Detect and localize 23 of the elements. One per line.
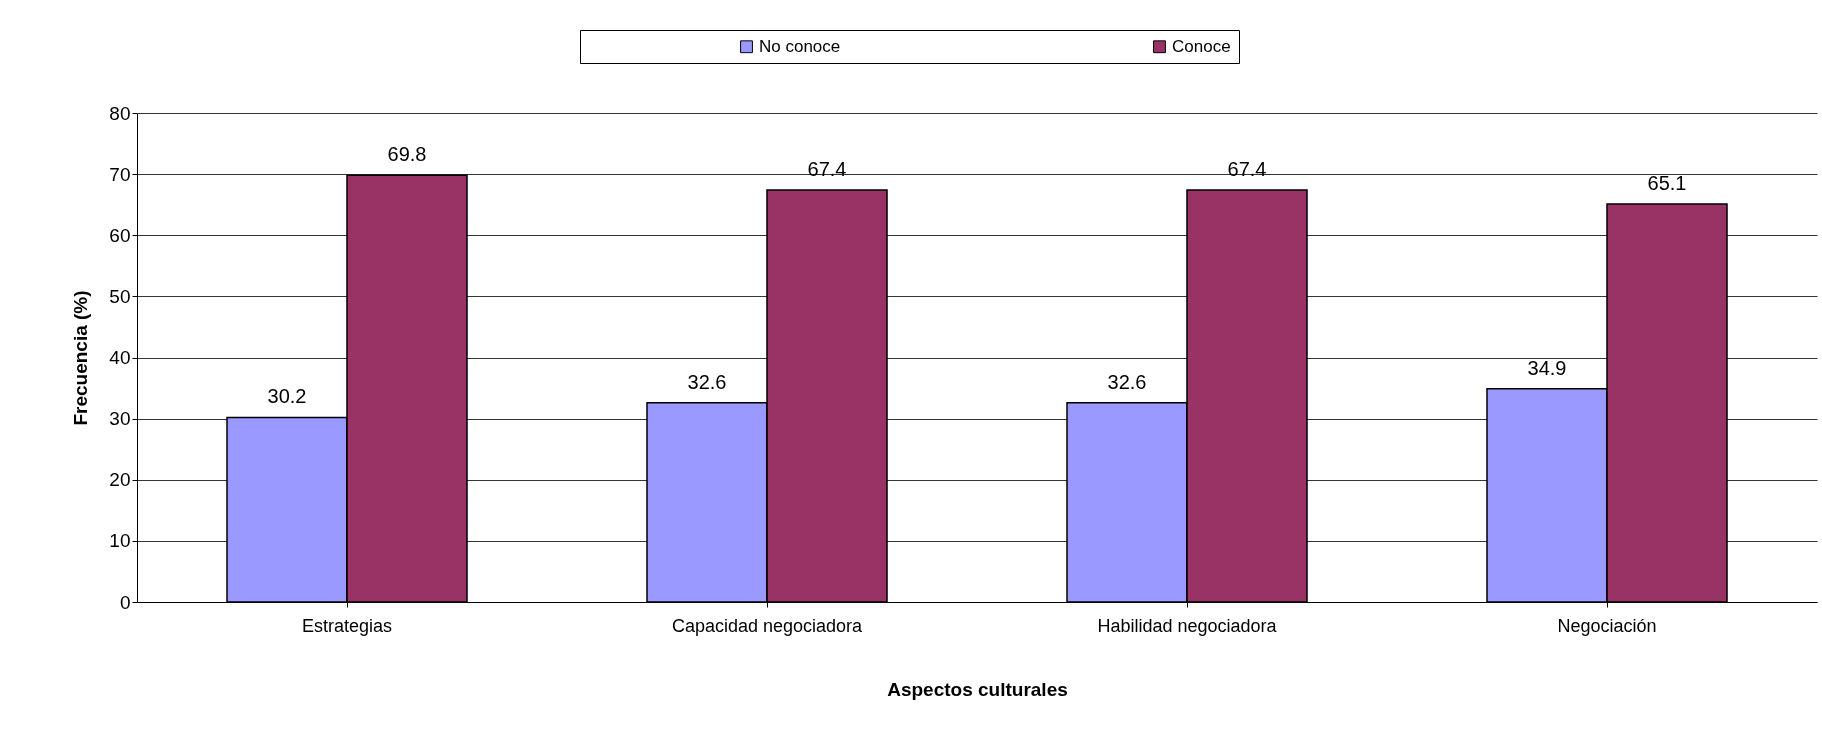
data-label: 32.6 (1107, 370, 1147, 393)
y-tick-label: 40 (109, 347, 131, 368)
data-label: 65.1 (1647, 172, 1687, 195)
data-label: 32.6 (687, 370, 727, 393)
y-tick-label: 60 (109, 224, 131, 246)
x-tick-label: Capacidad negociadora (671, 615, 864, 636)
y-tick-label: 80 (109, 102, 131, 124)
data-label: 30.2 (267, 385, 307, 408)
x-axis-title: Aspectos culturales (887, 678, 1068, 700)
y-tick-label: 0 (119, 591, 131, 613)
y-tick-label: 50 (109, 285, 131, 307)
y-tick-label: 20 (109, 469, 131, 491)
x-tick-label: Habilidad negociadora (1097, 615, 1278, 636)
x-tick-label: Negociación (1557, 615, 1657, 636)
y-tick-label: 30 (109, 408, 131, 430)
legend-label: Conoce (1172, 36, 1231, 56)
x-tick-label: Estrategias (301, 615, 393, 636)
y-tick-label: 10 (109, 530, 131, 552)
y-tick-label: 70 (109, 163, 131, 185)
data-label: 34.9 (1527, 356, 1567, 379)
legend-label: No conoce (759, 36, 841, 56)
data-label: 69.8 (387, 143, 427, 166)
y-axis-title: Frecuencia (%) (70, 290, 92, 426)
